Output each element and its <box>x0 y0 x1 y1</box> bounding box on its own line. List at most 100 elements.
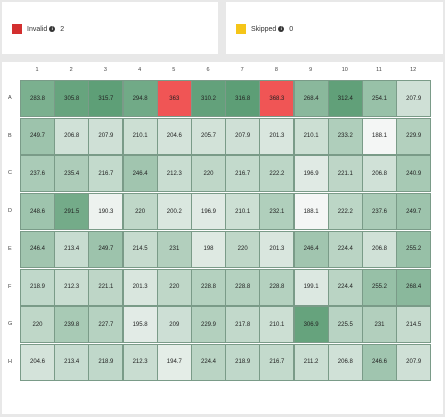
well-cell[interactable]: 212.3 <box>156 155 192 193</box>
well-cell[interactable]: 368.3 <box>259 80 295 117</box>
well-cell[interactable]: 246.6 <box>362 343 397 381</box>
well-cell[interactable]: 229.9 <box>396 117 432 155</box>
well-cell[interactable]: 239.8 <box>54 306 90 344</box>
well-cell[interactable]: 216.7 <box>225 155 261 193</box>
well-cell[interactable]: 188.1 <box>293 193 329 231</box>
well-cell[interactable]: 218.9 <box>88 343 124 381</box>
well-cell[interactable]: 249.7 <box>396 193 432 231</box>
well-cell[interactable]: 363 <box>156 80 192 117</box>
well-cell[interactable]: 220 <box>122 193 158 231</box>
well-cell[interactable]: 225.5 <box>327 306 363 344</box>
well-cell[interactable]: 283.8 <box>20 80 55 117</box>
well-cell[interactable]: 316.8 <box>225 80 261 117</box>
well-cell[interactable]: 228.8 <box>191 268 226 306</box>
well-cell[interactable]: 210.1 <box>293 117 329 155</box>
well-cell[interactable]: 199.1 <box>293 268 329 306</box>
well-cell[interactable]: 220 <box>156 268 192 306</box>
well-cell[interactable]: 221.1 <box>327 155 363 193</box>
well-cell[interactable]: 222.2 <box>259 155 295 193</box>
well-cell[interactable]: 194.7 <box>156 343 192 381</box>
well-cell[interactable]: 312.4 <box>327 80 363 117</box>
well-cell[interactable]: 207.9 <box>396 80 432 117</box>
well-cell[interactable]: 306.9 <box>293 306 329 344</box>
well-cell[interactable]: 200.2 <box>156 193 192 231</box>
well-cell[interactable]: 220 <box>20 306 55 344</box>
well-cell[interactable]: 210.1 <box>225 193 261 231</box>
well-cell[interactable]: 254.1 <box>362 80 397 117</box>
well-cell[interactable]: 231 <box>362 306 397 344</box>
well-cell[interactable]: 211.2 <box>293 343 329 381</box>
well-cell[interactable]: 229.9 <box>191 306 226 344</box>
well-cell[interactable]: 232.1 <box>259 193 295 231</box>
well-cell[interactable]: 201.3 <box>259 117 295 155</box>
well-cell[interactable]: 222.2 <box>327 193 363 231</box>
well-cell[interactable]: 205.7 <box>191 117 226 155</box>
well-cell[interactable]: 209 <box>156 306 192 344</box>
well-cell[interactable]: 201.3 <box>122 268 158 306</box>
well-cell[interactable]: 310.2 <box>191 80 226 117</box>
well-cell[interactable]: 246.4 <box>20 230 55 268</box>
well-cell[interactable]: 204.6 <box>20 343 55 381</box>
well-cell[interactable]: 207.9 <box>225 117 261 155</box>
well-cell[interactable]: 220 <box>191 155 226 193</box>
well-cell[interactable]: 228.8 <box>225 268 261 306</box>
well-cell[interactable]: 231 <box>156 230 192 268</box>
info-icon[interactable]: i <box>49 26 56 32</box>
well-cell[interactable]: 246.4 <box>293 230 329 268</box>
well-cell[interactable]: 227.7 <box>88 306 124 344</box>
well-cell[interactable]: 214.5 <box>396 306 432 344</box>
well-cell[interactable]: 255.2 <box>362 268 397 306</box>
well-cell[interactable]: 190.3 <box>88 193 124 231</box>
column-header: 4 <box>138 67 142 73</box>
well-cell[interactable]: 207.9 <box>396 343 432 381</box>
well-cell[interactable]: 268.4 <box>293 80 329 117</box>
well-cell[interactable]: 212.3 <box>54 268 90 306</box>
well-cell[interactable]: 228.8 <box>259 268 295 306</box>
well-cell[interactable]: 213.4 <box>54 230 90 268</box>
well-cell[interactable]: 237.6 <box>362 193 397 231</box>
well-cell[interactable]: 235.4 <box>54 155 90 193</box>
well-cell[interactable]: 240.9 <box>396 155 432 193</box>
well-cell[interactable]: 218.9 <box>225 343 261 381</box>
well-cell[interactable]: 201.3 <box>259 230 295 268</box>
well-cell[interactable]: 196.9 <box>293 155 329 193</box>
well-cell[interactable]: 195.8 <box>122 306 158 344</box>
well-cell[interactable]: 224.4 <box>327 230 363 268</box>
well-cell[interactable]: 204.6 <box>156 117 192 155</box>
well-cell[interactable]: 249.7 <box>20 117 55 155</box>
well-cell[interactable]: 217.8 <box>225 306 261 344</box>
well-cell[interactable]: 220 <box>225 230 261 268</box>
well-cell[interactable]: 210.1 <box>259 306 295 344</box>
well-cell[interactable]: 216.7 <box>259 343 295 381</box>
well-cell[interactable]: 233.2 <box>327 117 363 155</box>
well-cell[interactable]: 291.5 <box>54 193 90 231</box>
well-cell[interactable]: 213.4 <box>54 343 90 381</box>
row-header: H <box>8 358 12 365</box>
well-cell[interactable]: 198 <box>191 230 226 268</box>
well-cell[interactable]: 216.7 <box>88 155 124 193</box>
well-cell[interactable]: 237.6 <box>20 155 55 193</box>
well-cell[interactable]: 249.7 <box>88 230 124 268</box>
info-icon[interactable]: i <box>278 26 285 32</box>
well-cell[interactable]: 207.9 <box>88 117 124 155</box>
well-cell[interactable]: 221.1 <box>88 268 124 306</box>
well-cell[interactable]: 206.8 <box>362 230 397 268</box>
well-cell[interactable]: 255.2 <box>396 230 432 268</box>
well-cell[interactable]: 188.1 <box>362 117 397 155</box>
well-cell[interactable]: 218.9 <box>20 268 55 306</box>
well-cell[interactable]: 212.3 <box>122 343 158 381</box>
well-cell[interactable]: 196.9 <box>191 193 226 231</box>
well-cell[interactable]: 214.5 <box>122 230 158 268</box>
well-cell[interactable]: 268.4 <box>396 268 432 306</box>
well-cell[interactable]: 206.8 <box>327 343 363 381</box>
well-cell[interactable]: 305.8 <box>54 80 90 117</box>
well-cell[interactable]: 224.4 <box>327 268 363 306</box>
well-cell[interactable]: 294.8 <box>122 80 158 117</box>
well-cell[interactable]: 224.4 <box>191 343 226 381</box>
well-cell[interactable]: 206.8 <box>362 155 397 193</box>
well-cell[interactable]: 248.6 <box>20 193 55 231</box>
well-cell[interactable]: 246.4 <box>122 155 158 193</box>
well-cell[interactable]: 206.8 <box>54 117 90 155</box>
well-cell[interactable]: 210.1 <box>122 117 158 155</box>
well-cell[interactable]: 315.7 <box>88 80 124 117</box>
